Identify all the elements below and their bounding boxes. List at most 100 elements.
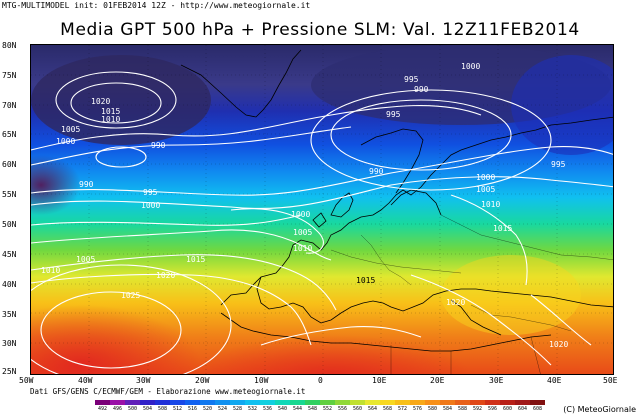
color-scale-swatch: [95, 400, 110, 405]
data-credits: Dati GFS/GENS C/ECMWF/GEM - Elaborazione…: [30, 387, 306, 396]
color-scale-swatch: [350, 400, 365, 405]
isobar-label: 1015: [186, 255, 205, 264]
lat-label: 75N: [2, 71, 17, 80]
color-scale-value: 512: [172, 406, 183, 412]
color-scale-value: 556: [337, 406, 348, 412]
isobar-label: 1020: [91, 97, 110, 106]
lon-label: 50W: [19, 376, 34, 385]
isobar-label: 1000: [476, 173, 495, 182]
color-scale-value: 564: [367, 406, 378, 412]
color-scale-value: 496: [112, 406, 123, 412]
color-scale-swatch: [245, 400, 260, 405]
color-scale-swatch: [185, 400, 200, 405]
color-scale-swatch: [215, 400, 230, 405]
color-scale-swatch: [260, 400, 275, 405]
color-scale-swatch: [500, 400, 515, 405]
color-scale-value: 536: [262, 406, 273, 412]
ridge-area: [31, 305, 201, 374]
isobar-labels: 1020 1015 1010 1005 1000 990 990 995 100…: [41, 62, 568, 349]
color-scale-value: 576: [412, 406, 423, 412]
isobar-label: 995: [143, 188, 158, 197]
copyright-text: (C) MeteoGiornale: [563, 405, 636, 414]
color-scale-swatch: [200, 400, 215, 405]
color-scale-swatch: [110, 400, 125, 405]
isobar-label: 1010: [101, 115, 120, 124]
isobar-label: 1010: [41, 266, 60, 275]
isobar-label: 1010: [481, 200, 500, 209]
color-scale-value: 580: [427, 406, 438, 412]
map-canvas: 1020 1015 1010 1005 1000 990 990 995 100…: [31, 45, 613, 374]
isobar-label: 1000: [56, 137, 75, 146]
color-scale-value: 548: [307, 406, 318, 412]
isobar-label: 990: [369, 167, 384, 176]
color-scale-value: 584: [442, 406, 453, 412]
color-scale-value: 544: [292, 406, 303, 412]
color-scale-swatch: [440, 400, 455, 405]
lat-label: 80N: [2, 41, 17, 50]
color-scale-value: 600: [502, 406, 513, 412]
isobar-label: 1015: [356, 276, 375, 285]
color-scale-swatch: [470, 400, 485, 405]
map-title: Media GPT 500 hPa + Pressione SLM: Val. …: [60, 20, 580, 40]
color-scale-value: 568: [382, 406, 393, 412]
color-scale-swatch: [170, 400, 185, 405]
color-scale-swatch: [530, 400, 545, 405]
ridge-area: [441, 255, 581, 335]
color-scale-value: 560: [352, 406, 363, 412]
lon-label: 20W: [195, 376, 210, 385]
isobar-label: 1015: [493, 224, 512, 233]
isobar-label: 1015: [101, 107, 120, 116]
isobar-label: 1005: [476, 185, 495, 194]
isobar-label: 1005: [76, 255, 95, 264]
isobar-label: 1005: [61, 125, 80, 134]
lon-label: 0: [318, 376, 323, 385]
lat-label: 60N: [2, 160, 17, 169]
lon-label: 30E: [489, 376, 504, 385]
color-scale-swatch: [125, 400, 140, 405]
color-scale-value: 532: [247, 406, 258, 412]
color-scale-value: 516: [187, 406, 198, 412]
lat-label: 50N: [2, 220, 17, 229]
color-scale-swatch: [455, 400, 470, 405]
color-scale-swatch: [140, 400, 155, 405]
coastlines: [180, 49, 613, 352]
isobar-label: 1000: [291, 210, 310, 219]
isobar-label: 1005: [293, 228, 312, 237]
lon-label: 10E: [372, 376, 387, 385]
color-scale-swatch: [515, 400, 530, 405]
color-scale-swatch: [395, 400, 410, 405]
isobar-label: 995: [551, 160, 566, 169]
isobar-label: 995: [404, 75, 419, 84]
color-scale-value: 508: [157, 406, 168, 412]
lat-label: 45N: [2, 250, 17, 259]
color-scale-value: 588: [457, 406, 468, 412]
color-scale-swatch: [365, 400, 380, 405]
graticule: [31, 45, 613, 374]
isobar-label: 1025: [121, 291, 140, 300]
lat-label: 40N: [2, 280, 17, 289]
isobar-label: 1000: [461, 62, 480, 71]
low-pressure-area: [31, 55, 211, 145]
lon-label: 30W: [136, 376, 151, 385]
source-line: MTG-MULTIMODEL init: 01FEB2014 12Z - htt…: [2, 1, 311, 10]
lat-label: 55N: [2, 190, 17, 199]
color-scale-value: 524: [217, 406, 228, 412]
isobar-label: 990: [414, 85, 429, 94]
lon-label: 50E: [603, 376, 618, 385]
lon-label: 20E: [430, 376, 445, 385]
color-scale-swatch: [230, 400, 245, 405]
color-scale-swatch: [425, 400, 440, 405]
lon-label: 10W: [254, 376, 269, 385]
lat-label: 70N: [2, 101, 17, 110]
color-scale-value: 608: [532, 406, 543, 412]
color-scale-value: 592: [472, 406, 483, 412]
isobar-label: 995: [386, 110, 401, 119]
color-scale-value: 552: [322, 406, 333, 412]
color-scale-value: 504: [142, 406, 153, 412]
color-scale-swatch: [275, 400, 290, 405]
color-scale-value: 500: [127, 406, 138, 412]
color-scale-value: 540: [277, 406, 288, 412]
color-scale-swatch: [305, 400, 320, 405]
low-pressure-area: [31, 155, 81, 215]
isobar-label: 1020: [446, 298, 465, 307]
